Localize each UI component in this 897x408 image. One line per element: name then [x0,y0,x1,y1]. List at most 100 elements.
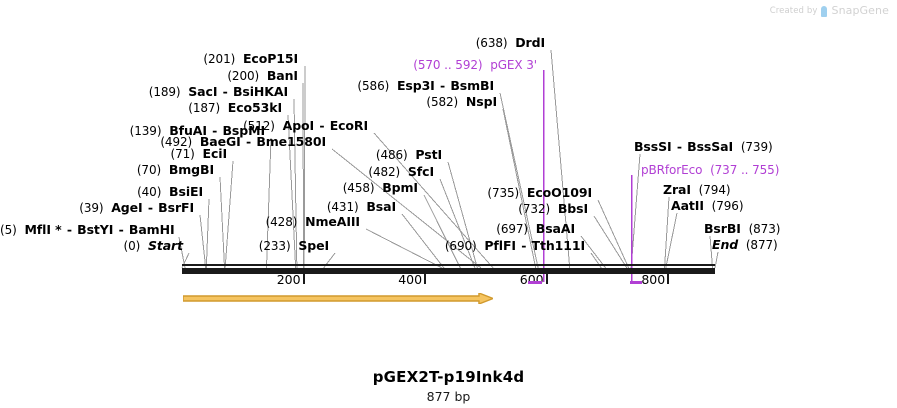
enzyme-name: AgeI [111,200,143,215]
site-label-pflfi[interactable]: (690) PflFI - Tth111I [0,239,585,253]
site-label-ecoo109i[interactable]: (735) EcoO109I [0,186,592,200]
site-label-bbsi[interactable]: (732) BbsI [0,202,588,216]
site-position: (39) [79,201,104,215]
enzyme-name: AatII [671,198,704,213]
enzyme-name: BspMI [222,123,265,138]
site-position: (732) [518,202,551,216]
site-label-mfli[interactable]: (5) MflI * - BstYI - BamHI [0,222,175,237]
sequence-backbone[interactable] [182,268,715,274]
feature-range: (737 .. 755) [710,163,780,177]
enzyme-name: EcoO109I [526,185,592,200]
enzyme-name: BsmBI [450,78,494,93]
site-label-esp3i[interactable]: (586) Esp3I - BsmBI [0,79,494,93]
site-position: (431) [326,200,359,214]
snapgene-logo-icon [821,6,828,17]
site-position: (189) [148,85,181,99]
site-position: (690) [444,239,477,253]
name-separator: - [241,134,256,149]
ruler-tick-label: 800 [641,272,666,287]
enzyme-name: NspI [465,94,497,109]
site-position: (482) [368,165,401,179]
enzyme-name: BssSaI [687,139,734,154]
site-label-ecii[interactable]: (71) EciI [0,146,228,161]
site-label-bsssi[interactable]: BssSI - BssSaI (739) [634,140,773,154]
enzyme-name: BamHI [128,222,175,237]
site-label-agei[interactable]: (39) AgeI - BsrFI [0,201,194,215]
site-position: (187) [188,101,221,115]
enzyme-name: Bme1580I [256,134,326,149]
name-separator: - [114,222,128,237]
enzyme-name: BsrBI [704,221,741,236]
feature-label-pgex3[interactable]: (570 .. 592) pGEX 3' [0,58,537,72]
site-label-spei[interactable]: (233) SpeI [0,239,329,253]
site-position: (739) [740,140,773,154]
ruler-tick-label: 400 [398,272,423,287]
enzyme-name: Eco53kI [227,100,282,115]
site-label-bani[interactable]: (200) BanI [0,69,298,83]
site-label-bsiei[interactable]: (40) BsiEI [0,185,203,199]
enzyme-name: BstYI [77,222,114,237]
enzyme-name: EciI [202,146,228,161]
site-position: (697) [496,222,529,236]
name-separator: - [672,139,687,154]
ruler-tick [545,274,548,284]
site-label-bfuai[interactable]: (139) BfuAI - BspMI [0,124,265,138]
site-position: (458) [342,181,375,195]
site-label-eco53ki[interactable]: (187) Eco53kI [0,101,282,115]
feature-name: pGEX 3' [490,58,537,72]
watermark-brand-text: SnapGene [831,4,889,17]
site-label-bsaai[interactable]: (697) BsaAI [0,222,575,236]
backbone-upper-rail [182,264,715,266]
site-label-zrai[interactable]: ZraI (794) [663,182,731,197]
site-label-bsai[interactable]: (431) BsaI [0,200,396,214]
site-position: (873) [748,222,781,236]
feature-segment-pbrforeco[interactable] [629,281,642,284]
title-block: pGEX2T-p19Ink4d 877 bp [0,368,897,404]
site-position: (5) [0,223,17,237]
site-position: (71) [170,147,195,161]
site-label-bsrbi[interactable]: BsrBI (873) [704,222,780,236]
enzyme-name: BaeGI [199,134,241,149]
ruler-tick-label: 600 [519,272,544,287]
site-position: (201) [203,52,236,66]
enzyme-name: BfuAI [169,123,207,138]
enzyme-name: Esp3I [396,78,435,93]
ruler-tick [424,274,427,284]
site-label-drdi[interactable]: (638) DrdI [0,36,545,50]
enzyme-name: BsaI [366,199,396,214]
site-label-start[interactable]: (0) Start [0,239,183,253]
plasmid-size: 877 bp [426,389,471,404]
site-label-aatii[interactable]: AatII (796) [671,198,744,213]
site-label-psti[interactable]: (486) PstI [0,148,442,162]
site-label-ecop15i[interactable]: (201) EcoP15I [0,52,298,66]
enzyme-name: SacI [188,84,218,99]
site-label-nmeaiii[interactable]: (428) NmeAIII [0,215,361,229]
site-position: (200) [227,69,260,83]
ruler-tick-label: 200 [276,272,301,287]
feature-label-pbrforeco[interactable]: pBRforEco (737 .. 755) [641,163,779,177]
enzyme-name: SpeI [298,238,329,253]
site-position: (40) [137,185,162,199]
site-label-apoi[interactable]: (512) ApoI - EcoRI [0,119,368,133]
site-label-baegi[interactable]: (492) BaeGI - Bme1580I [0,135,326,149]
site-position: (638) [475,36,508,50]
enzyme-name: PstI [415,147,442,162]
name-separator: - [143,200,158,215]
site-label-end[interactable]: End (877) [712,238,778,252]
site-label-bpmi[interactable]: (458) BpmI [0,181,418,195]
orf-arrow[interactable] [182,289,496,306]
enzyme-name: ZraI [663,182,691,197]
feature-segment-pgex3[interactable] [528,281,542,284]
snapgene-watermark: Created by SnapGene [770,4,889,17]
site-label-nspi[interactable]: (582) NspI [0,95,497,109]
site-position: (492) [160,135,193,149]
enzyme-name: Tth111I [531,238,586,253]
name-separator: - [218,84,232,99]
site-label-bmgbi[interactable]: (70) BmgBI [0,163,214,177]
site-label-saci[interactable]: (189) SacI - BsiHKAI [0,85,288,99]
site-label-sfci[interactable]: (482) SfcI [0,165,434,179]
plasmid-name: pGEX2T-p19Ink4d [372,368,525,386]
site-position: (512) [243,119,275,133]
site-position: (233) [258,239,291,253]
enzyme-name: BpmI [382,180,418,195]
